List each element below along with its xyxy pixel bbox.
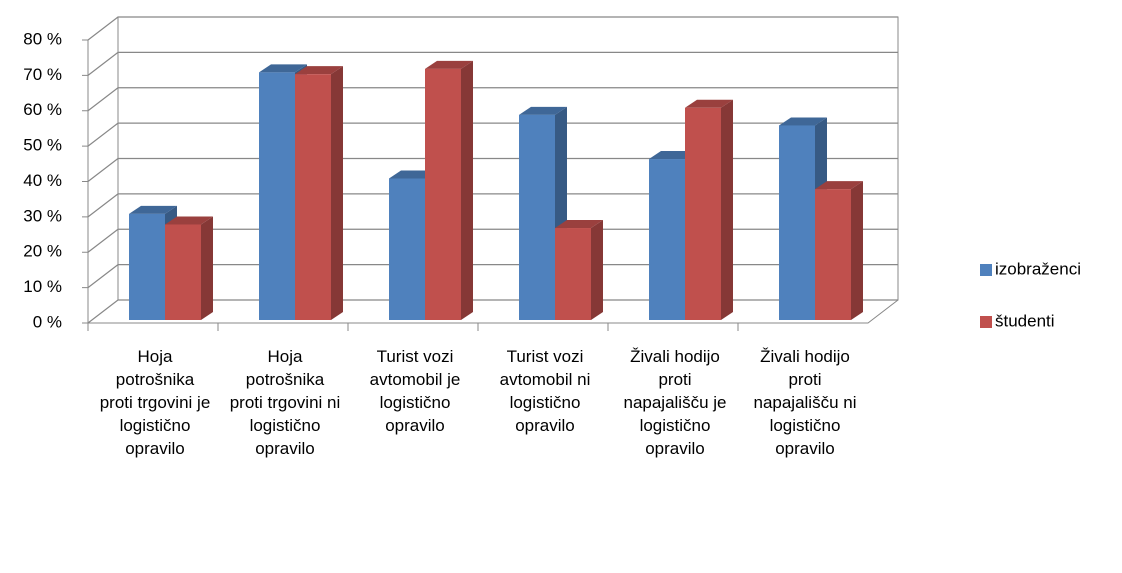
bar-top (165, 216, 213, 225)
grid-line (87, 299, 898, 324)
grid-line (87, 87, 898, 112)
legend-swatch (980, 264, 992, 276)
bar-side (591, 220, 603, 320)
legend-label: študenti (995, 311, 1055, 330)
bar (555, 228, 591, 320)
x-tick-label: Turist vozi avtomobil ni logistično opra… (499, 347, 591, 435)
y-tick-label: 20 % (23, 242, 62, 261)
legend-label: izobraženci (995, 259, 1081, 278)
x-tick-label: Živali hodijo proti napajališču ni logis… (753, 347, 857, 458)
x-tick-label: Turist vozi avtomobil je logistično opra… (369, 347, 461, 435)
bar (779, 125, 815, 320)
x-tick-label: Hoja potrošnika proti trgovini je logist… (99, 347, 211, 458)
bar (425, 68, 461, 321)
y-tick-label: 0 % (33, 312, 62, 331)
bar (165, 224, 201, 320)
y-tick-label: 10 % (23, 277, 62, 296)
bar-top (555, 220, 603, 229)
y-tick-label: 70 % (23, 65, 62, 84)
y-tick-label: 50 % (23, 136, 62, 155)
bar-top (779, 117, 827, 126)
legend-swatch (980, 316, 992, 328)
grid-line (87, 122, 898, 147)
bar-top (815, 181, 863, 190)
grid-line (87, 157, 898, 182)
bar (685, 107, 721, 320)
bar (259, 72, 295, 320)
bar (129, 213, 165, 320)
grid-line (87, 264, 898, 289)
bar (519, 114, 555, 320)
y-tick-label: 30 % (23, 206, 62, 225)
bar (295, 74, 331, 320)
bar-side (201, 216, 213, 320)
bar-top (425, 60, 473, 69)
bar-top (519, 106, 567, 115)
bar-side (331, 66, 343, 320)
bar-top (259, 64, 307, 73)
y-tick-label: 80 % (23, 29, 62, 48)
bar-top (685, 99, 733, 108)
bar-side (851, 181, 863, 320)
bar-top (295, 66, 343, 75)
grid-line (87, 16, 898, 41)
grid-line (87, 51, 898, 76)
bar-top (129, 205, 177, 214)
bar (815, 189, 851, 320)
bar (389, 178, 425, 320)
x-tick-label: Živali hodijo proti napajališču je logis… (623, 347, 727, 458)
bar-side (721, 99, 733, 320)
x-tick-label: Hoja potrošnika proti trgovini ni logist… (229, 347, 341, 458)
bar (649, 159, 685, 320)
grid-line (87, 228, 898, 253)
grid-line (87, 193, 898, 218)
y-tick-label: 60 % (23, 100, 62, 119)
y-tick-label: 40 % (23, 171, 62, 190)
bar-side (461, 60, 473, 321)
